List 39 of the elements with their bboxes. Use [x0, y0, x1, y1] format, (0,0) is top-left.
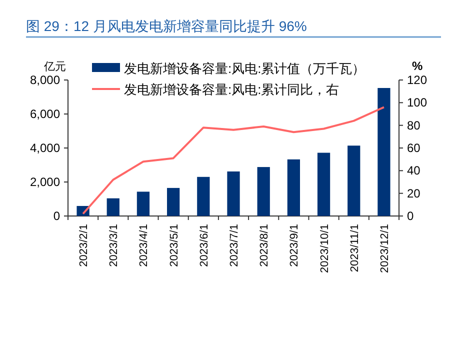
- y-tick-label: 4,000: [30, 141, 60, 155]
- x-tick-label: 2023/6/1: [198, 224, 210, 267]
- bar: [136, 192, 150, 216]
- bar: [378, 88, 390, 216]
- legend-label: 发电新增设备容量:风电:累计值（万千瓦）: [124, 61, 366, 76]
- x-tick-label: 2023/11/1: [348, 224, 361, 272]
- y2-tick-label: 80: [407, 118, 421, 132]
- y2-tick-label: 0: [407, 209, 414, 223]
- x-tick-label: 2023/5/1: [168, 224, 180, 267]
- bar: [257, 167, 270, 216]
- legend-label: 发电新增设备容量:风电:累计同比，右: [124, 82, 340, 97]
- bar: [348, 146, 360, 216]
- x-tick-label: 2023/10/1: [318, 224, 331, 273]
- y2-tick-label: 60: [407, 141, 421, 155]
- bar: [287, 159, 300, 216]
- y-tick-label: 6,000: [30, 107, 60, 121]
- y-tick-label: 8,000: [30, 73, 60, 87]
- bar: [167, 188, 180, 216]
- y-tick-label: 0: [53, 209, 60, 223]
- bar: [317, 152, 330, 216]
- chart-title: 图 29：12 月风电发电新增容量同比提升 96%: [26, 18, 307, 34]
- bar: [106, 198, 120, 216]
- x-tick-label: 2023/8/1: [258, 224, 271, 267]
- y-axis-title: 亿元: [43, 61, 66, 73]
- y2-tick-label: 40: [407, 164, 421, 178]
- y2-tick-label: 120: [407, 73, 428, 87]
- x-tick-label: 2023/9/1: [288, 224, 301, 267]
- y2-tick-label: 20: [407, 186, 421, 200]
- line-series: [82, 106, 385, 215]
- x-tick-label: 2023/7/1: [228, 224, 240, 267]
- bar: [197, 176, 210, 216]
- x-tick-label: 2023/4/1: [138, 224, 150, 267]
- y-tick-label: 2,000: [30, 175, 60, 189]
- x-tick-label: 2023/2/1: [78, 224, 90, 267]
- y2-tick-label: 100: [407, 96, 428, 110]
- x-tick-label: 2023/12/1: [378, 224, 391, 273]
- x-tick-label: 2023/3/1: [108, 224, 120, 267]
- bar: [227, 171, 240, 216]
- y2-axis-title: %: [412, 59, 423, 73]
